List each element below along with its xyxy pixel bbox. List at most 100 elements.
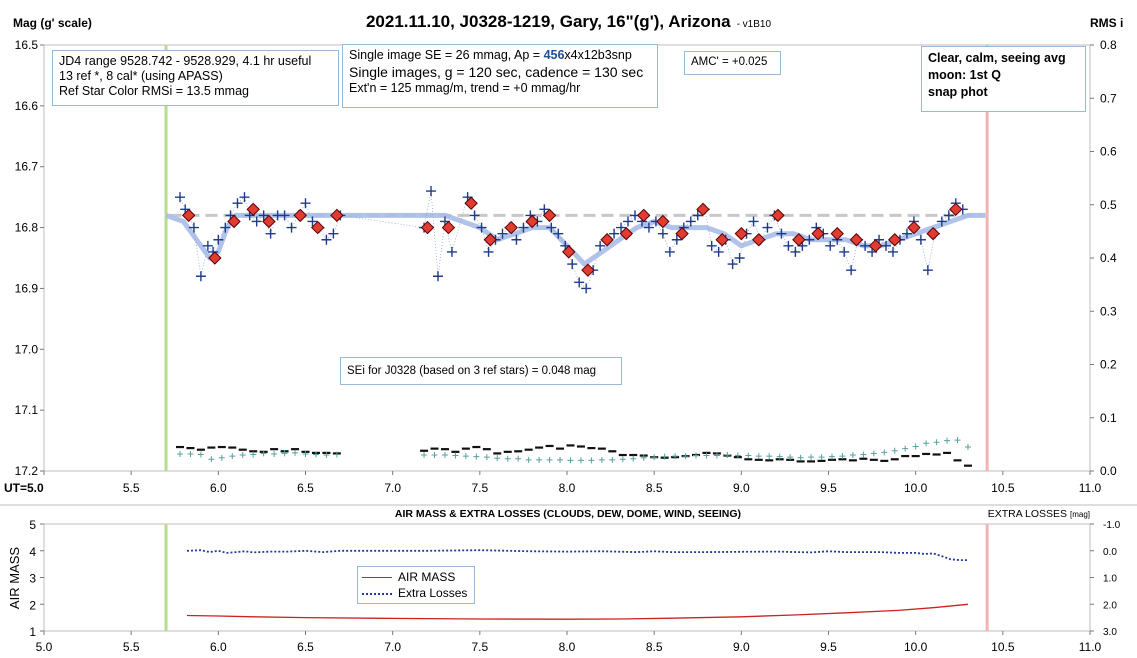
x-tick-label: 10.0 bbox=[904, 481, 928, 495]
rms-plus-point bbox=[891, 447, 898, 454]
rms-plus-point bbox=[452, 452, 459, 459]
rms-plus-point bbox=[923, 440, 930, 447]
binned-point bbox=[525, 214, 539, 229]
rms-plus-point bbox=[473, 453, 480, 460]
x-tick-label-ut: UT=5.0 bbox=[4, 481, 44, 495]
binned-point bbox=[208, 251, 222, 265]
y2-tick-label: 0.8 bbox=[1100, 38, 1117, 52]
y-tick-label: 16.9 bbox=[15, 281, 39, 295]
rms-plus-point bbox=[619, 456, 626, 463]
y-tick-label: 16.8 bbox=[15, 221, 39, 235]
rms-plus-point bbox=[849, 452, 856, 459]
rms-plus-point bbox=[787, 454, 794, 461]
rms-plus-point bbox=[494, 455, 501, 462]
rms-plus-point bbox=[661, 453, 668, 460]
y2-tick-label: 0.6 bbox=[1100, 145, 1117, 159]
chart-title-text: 2021.11.10, J0328-1219, Gary, 16"(g'), A… bbox=[365, 12, 731, 31]
single-image-point bbox=[664, 246, 675, 257]
rms-plus-point bbox=[933, 439, 940, 446]
info-exposure: Single images, g = 120 sec, cadence = 13… bbox=[349, 64, 644, 80]
single-image-point bbox=[727, 259, 738, 270]
bottom-chart-title: AIR MASS & EXTRA LOSSES (CLOUDS, DEW, DO… bbox=[395, 508, 741, 520]
single-image-point bbox=[497, 228, 508, 239]
binned-point bbox=[262, 214, 276, 229]
rms-plus-point bbox=[567, 457, 574, 464]
x-tick-label: 10.5 bbox=[991, 481, 1015, 495]
single-image-point bbox=[609, 228, 620, 239]
rms-plus-point bbox=[577, 457, 584, 464]
rms-plus-point bbox=[870, 450, 877, 457]
rms-plus-point bbox=[260, 450, 267, 457]
extra-losses-line bbox=[186, 549, 968, 561]
losses-tick-label: 1.0 bbox=[1103, 574, 1117, 585]
legend-item-losses: Extra Losses bbox=[362, 585, 470, 601]
chart-title: 2021.11.10, J0328-1219, Gary, 16"(g'), A… bbox=[0, 12, 1137, 32]
binned-point bbox=[888, 233, 902, 247]
airmass-tick-label: 1 bbox=[29, 625, 36, 639]
single-image-point bbox=[286, 222, 297, 233]
binned-point bbox=[675, 226, 689, 241]
binned-point bbox=[562, 245, 576, 259]
bottom-x-tick-label: 9.0 bbox=[733, 640, 750, 654]
single-image-point bbox=[936, 216, 947, 227]
binned-point bbox=[811, 226, 825, 241]
rms-plus-point bbox=[964, 444, 971, 451]
single-image-point bbox=[567, 259, 578, 270]
sei-box: SEi for J0328 (based on 3 ref stars) = 0… bbox=[340, 357, 622, 385]
info-image-se: Single image SE = 26 mmag, Ap = 456x4x12… bbox=[349, 48, 651, 63]
rms-plus-point bbox=[640, 454, 647, 461]
bottom-x-tick-label: 8.0 bbox=[559, 640, 576, 654]
binned-point bbox=[420, 220, 435, 235]
rms-plus-point bbox=[766, 453, 773, 460]
y-axis-label: Mag (g' scale) bbox=[13, 16, 92, 30]
binned-point bbox=[849, 233, 864, 247]
single-image-point bbox=[915, 234, 926, 245]
x-tick-label: 8.5 bbox=[646, 481, 663, 495]
rms-plus-point bbox=[703, 452, 710, 459]
rms-plus-point bbox=[828, 453, 835, 460]
rms-plus-point bbox=[902, 445, 909, 452]
rms-plus-point bbox=[333, 451, 340, 458]
rms-plus-point bbox=[755, 453, 762, 460]
binned-point bbox=[600, 233, 614, 247]
conditions-box: Clear, calm, seeing avg moon: 1st Q snap… bbox=[921, 46, 1086, 112]
y2-tick-label: 0.0 bbox=[1100, 464, 1117, 478]
single-image-point bbox=[553, 228, 564, 239]
single-image-point bbox=[232, 198, 243, 209]
rms-plus-point bbox=[483, 454, 490, 461]
single-image-point bbox=[881, 240, 892, 251]
y2-tick-label: 0.3 bbox=[1100, 304, 1117, 318]
single-image-point bbox=[213, 234, 224, 245]
info-ref-stars: 13 ref *, 8 cal* (using APASS) bbox=[59, 69, 223, 83]
single-image-point bbox=[804, 234, 815, 245]
single-image-point bbox=[432, 271, 443, 282]
rms-plus-point bbox=[693, 452, 700, 459]
rms-plus-point bbox=[515, 455, 522, 462]
binned-point bbox=[715, 233, 729, 247]
single-image-point bbox=[748, 216, 759, 227]
airmass-tick-label: 5 bbox=[29, 518, 36, 532]
binned-point bbox=[792, 233, 806, 247]
single-image-point bbox=[483, 246, 494, 257]
x-tick-label: 6.0 bbox=[210, 481, 227, 495]
single-image-point bbox=[888, 246, 899, 257]
airmass-tick-label: 3 bbox=[29, 572, 36, 586]
rms-plus-point bbox=[302, 450, 309, 457]
rms-plus-point bbox=[187, 450, 194, 457]
single-image-point bbox=[321, 234, 332, 245]
rms-plus-point bbox=[176, 450, 183, 457]
bottom-plot-frame bbox=[43, 523, 1091, 632]
binned-point bbox=[310, 220, 325, 235]
binned-point bbox=[656, 214, 670, 229]
x-tick-label: 6.5 bbox=[297, 481, 314, 495]
y2-tick-label: 0.1 bbox=[1100, 411, 1117, 425]
y2-bottom-axis-unit: [mag] bbox=[1070, 510, 1090, 519]
y2-tick-label: 0.7 bbox=[1100, 91, 1117, 105]
single-image-point bbox=[839, 246, 850, 257]
single-image-point bbox=[706, 240, 717, 251]
rms-plus-point bbox=[954, 437, 961, 444]
rms-plus-point bbox=[229, 453, 236, 460]
binned-point bbox=[483, 233, 498, 247]
aperture-value: 456 bbox=[543, 48, 565, 62]
binned-point bbox=[752, 233, 766, 247]
